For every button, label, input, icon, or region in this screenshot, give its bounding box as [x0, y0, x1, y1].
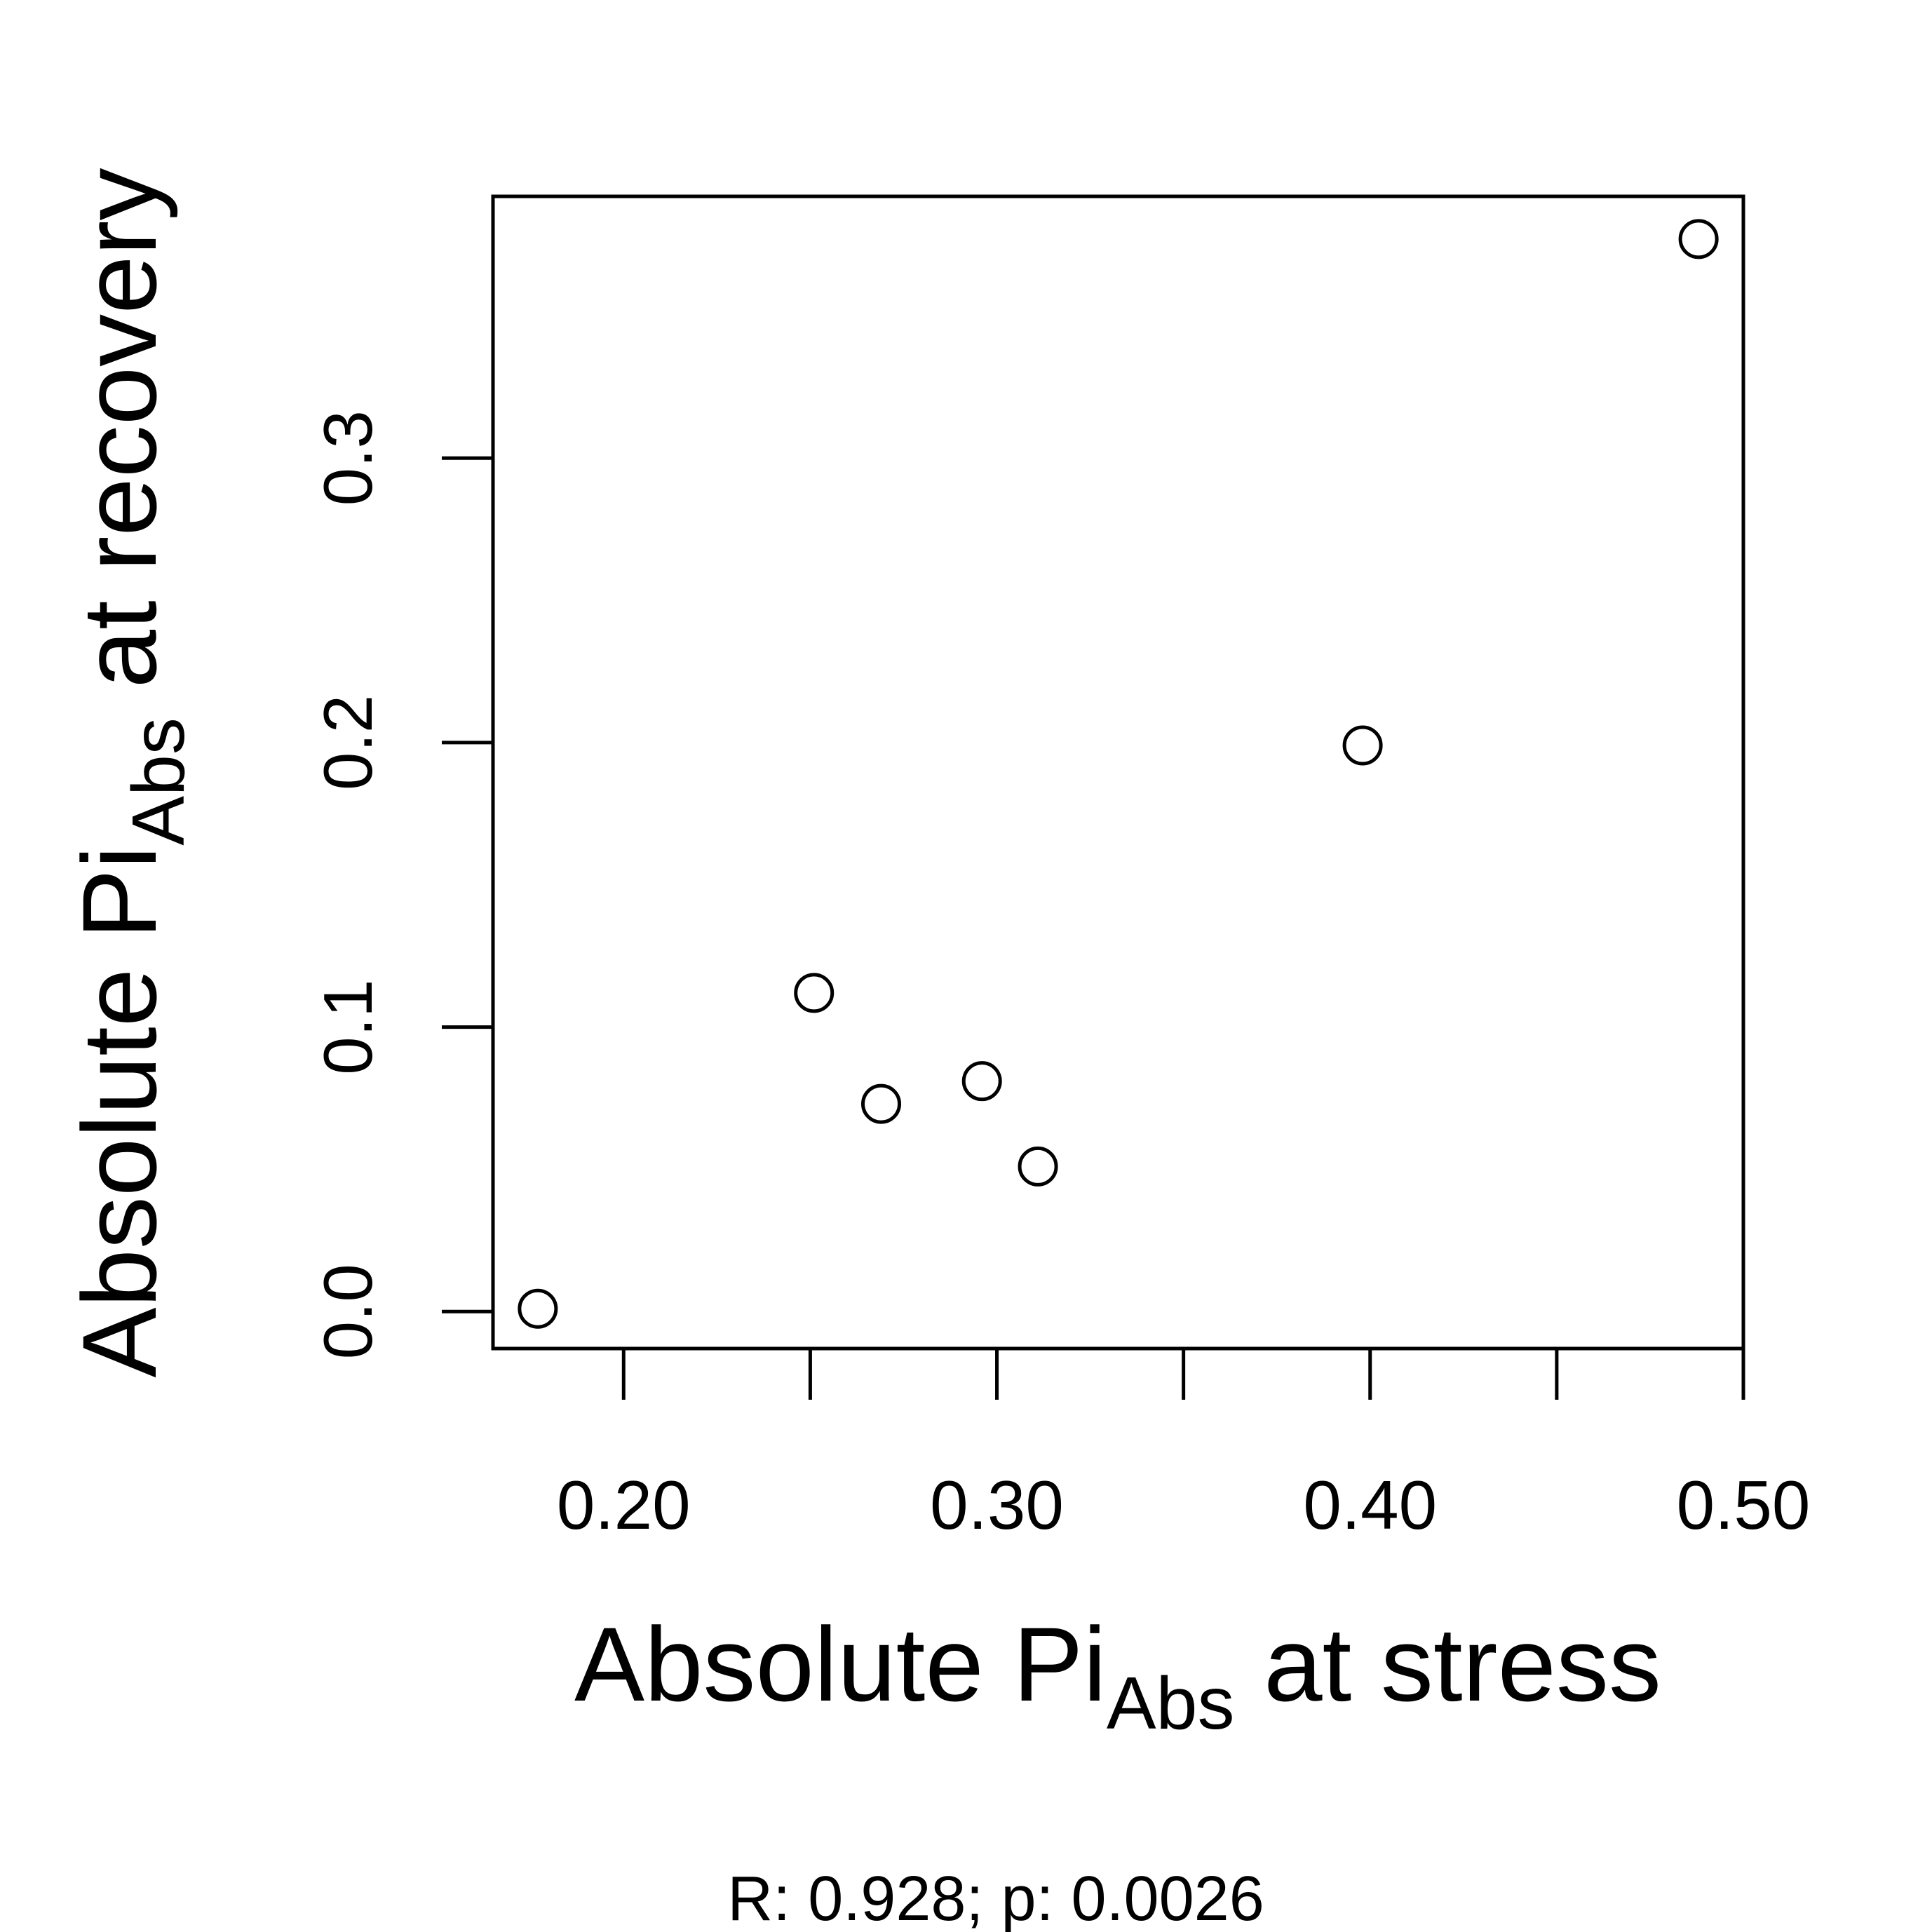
x-axis-title-subscript: Abs: [1107, 1662, 1235, 1745]
data-point: [861, 1083, 902, 1124]
y-axis-title: Absolute PiAbs at recovery: [60, 168, 200, 1377]
data-point: [794, 973, 835, 1013]
x-tick-label: 0.50: [1677, 1466, 1811, 1543]
data-point: [961, 1061, 1002, 1102]
x-tick-label: 0.30: [930, 1466, 1064, 1543]
data-point: [1678, 219, 1719, 259]
y-axis-title-tail: at recovery: [60, 168, 178, 717]
y-axis-title-subscript: Abs: [117, 717, 200, 846]
y-tick-label: 0.0: [309, 1264, 386, 1359]
plot-frame: [491, 194, 1745, 1351]
data-point: [1018, 1146, 1058, 1187]
x-axis-title: Absolute PiAbs at stress: [574, 1605, 1661, 1745]
data-point: [518, 1288, 558, 1329]
data-point: [1342, 725, 1383, 766]
y-tick-label: 0.1: [309, 979, 386, 1074]
correlation-annotation: R: 0.928; p: 0.0026: [727, 1864, 1264, 1932]
y-tick-label: 0.3: [309, 410, 386, 506]
y-tick-label: 0.2: [309, 695, 386, 790]
x-tick-label: 0.40: [1303, 1466, 1437, 1543]
y-axis: 0.0 0.1 0.2 0.3: [309, 410, 493, 1359]
y-axis-title-main: Absolute Pi: [60, 846, 178, 1378]
x-axis-title-tail: at stress: [1234, 1605, 1661, 1723]
data-points: [518, 219, 1719, 1329]
x-tick-label: 0.20: [557, 1466, 691, 1543]
x-axis: 0.20 0.30 0.40 0.50: [557, 1349, 1810, 1543]
x-axis-title-main: Absolute Pi: [574, 1605, 1107, 1723]
